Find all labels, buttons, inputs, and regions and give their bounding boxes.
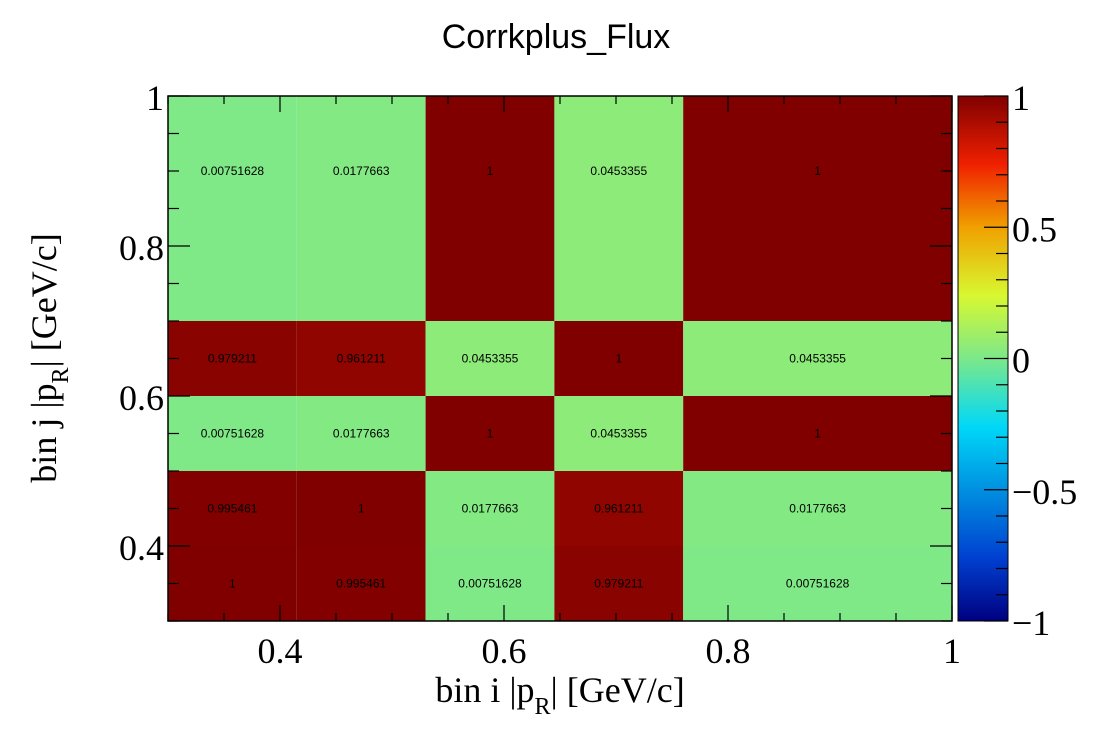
cell-label-r3-c3: 1 — [615, 352, 622, 366]
x-axis-label: bin i |pR| [GeV/c] — [435, 670, 684, 720]
heatmap-cell-r4-c4 — [683, 246, 952, 321]
heatmap-cell-r1-c1 — [296, 471, 426, 546]
heatmap-cell-r2-c0 — [168, 396, 297, 471]
cell-label-r1-c3: 0.961211 — [594, 502, 643, 516]
heatmap-cell-r1-c2 — [425, 471, 555, 546]
heatmap-cell-r4-c0 — [168, 246, 297, 321]
x-tick-label: 0.4 — [258, 631, 303, 671]
heatmap-cell-r0-c3 — [554, 546, 684, 621]
colorbar-tick-label: 1 — [1012, 78, 1030, 118]
cell-label-r5-c4: 1 — [814, 164, 821, 178]
heatmap-cell-r5-c3 — [554, 96, 684, 246]
heatmap-cells — [168, 96, 952, 621]
cell-label-r5-c1: 0.0177663 — [333, 164, 390, 178]
cell-label-r0-c4: 0.00751628 — [786, 577, 850, 591]
heatmap-cell-r4-c2 — [425, 246, 555, 321]
heatmap-cell-r4-c1 — [296, 246, 426, 321]
heatmap-cell-r2-c1 — [296, 396, 426, 471]
colorbar-tick-label: 0 — [1012, 341, 1030, 381]
cell-label-r1-c0: 0.995461 — [207, 502, 257, 516]
cell-label-r3-c2: 0.0453355 — [462, 352, 519, 366]
heatmap-cell-r3-c4 — [683, 321, 952, 396]
colorbar-tick-label: −0.5 — [1012, 472, 1077, 512]
heatmap-cell-r3-c2 — [425, 321, 555, 396]
heatmap-cell-r4-c3 — [554, 246, 684, 321]
heatmap-cell-r5-c2 — [425, 96, 555, 246]
heatmap-cell-r3-c0 — [168, 321, 297, 396]
cell-label-r0-c3: 0.979211 — [594, 577, 643, 591]
y-axis-ticks: 0.4 0.6 0.8 1 — [119, 78, 952, 622]
cell-label-r2-c0: 0.00751628 — [201, 427, 265, 441]
y-tick-label: 1 — [146, 78, 164, 118]
cell-label-r3-c4: 0.0453355 — [789, 352, 846, 366]
heatmap-cell-r1-c4 — [683, 471, 952, 546]
cell-label-r5-c3: 0.0453355 — [590, 164, 647, 178]
heatmap-cell-r2-c4 — [683, 396, 952, 471]
heatmap-cell-r5-c0 — [168, 96, 297, 246]
heatmap-cell-r5-c1 — [296, 96, 426, 246]
y-tick-label: 0.6 — [119, 378, 164, 418]
cell-label-r2-c1: 0.0177663 — [333, 427, 390, 441]
cell-label-r5-c2: 1 — [487, 164, 494, 178]
x-tick-label: 0.6 — [482, 631, 527, 671]
heatmap-cell-r0-c2 — [425, 546, 555, 621]
y-axis-label: bin j |pR| [GeV/c] — [24, 233, 74, 482]
cell-label-r3-c1: 0.961211 — [337, 352, 386, 366]
cell-label-r1-c2: 0.0177663 — [462, 502, 519, 516]
cell-label-r2-c4: 1 — [814, 427, 821, 441]
x-axis-ticks: 0.4 0.6 0.8 1 — [167, 96, 961, 671]
heatmap-cell-r3-c3 — [554, 321, 684, 396]
heatmap-cell-r0-c0 — [168, 546, 297, 621]
cell-label-r1-c4: 0.0177663 — [789, 502, 846, 516]
y-tick-label: 0.8 — [119, 228, 164, 268]
heatmap-cell-r0-c1 — [296, 546, 426, 621]
heatmap-cell-r2-c2 — [425, 396, 555, 471]
cell-label-r3-c0: 0.979211 — [208, 352, 257, 366]
cell-label-r0-c0: 1 — [229, 577, 236, 591]
cell-label-r0-c2: 0.00751628 — [458, 577, 522, 591]
cell-label-r2-c2: 1 — [487, 427, 494, 441]
x-tick-label: 0.8 — [706, 631, 751, 671]
x-tick-label: 1 — [943, 631, 961, 671]
colorbar-ticks: −1 −0.5 0 0.5 1 — [984, 78, 1077, 643]
heatmap-cell-r1-c0 — [168, 471, 297, 546]
heatmap-cell-r2-c3 — [554, 396, 684, 471]
chart-title: Corrkplus_Flux — [442, 18, 671, 56]
cell-label-r5-c0: 0.00751628 — [201, 164, 265, 178]
cell-label-r0-c1: 0.995461 — [336, 577, 386, 591]
heatmap-cell-r3-c1 — [296, 321, 426, 396]
colorbar-tick-label: 0.5 — [1012, 209, 1057, 249]
heatmap-cell-r1-c3 — [554, 471, 684, 546]
colorbar-tick-label: −1 — [1012, 603, 1050, 643]
y-tick-label: 0.4 — [119, 528, 164, 568]
cell-labels: 1 0.995461 0.00751628 0.979211 0.00751628 0.9… — [201, 164, 850, 591]
cell-label-r2-c3: 0.0453355 — [590, 427, 647, 441]
cell-label-r1-c1: 1 — [358, 502, 365, 516]
heatmap-cell-r5-c4 — [683, 96, 952, 246]
